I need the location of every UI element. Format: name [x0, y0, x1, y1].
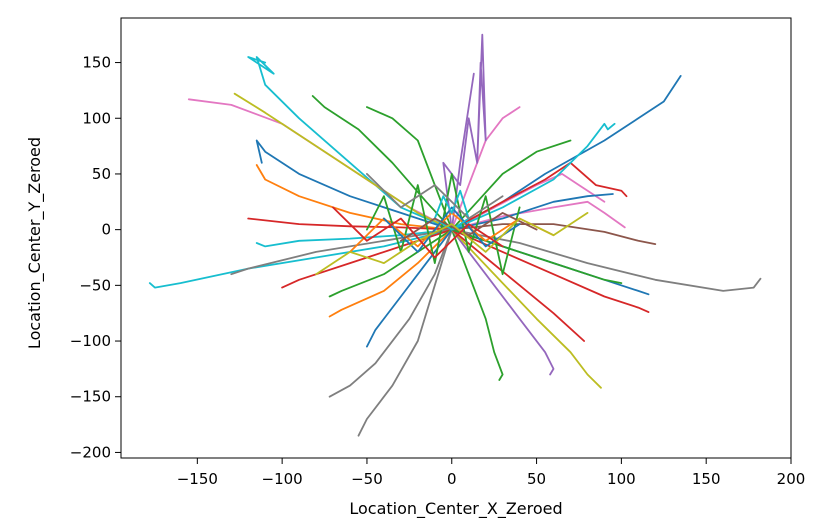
- series-line-17: [365, 228, 453, 348]
- series-line-24: [450, 228, 762, 292]
- series-line-43: [365, 172, 504, 220]
- plot-area: [121, 18, 791, 458]
- series-line-19: [450, 228, 555, 376]
- x-tick-label: −100: [262, 470, 303, 488]
- x-tick-label: 150: [692, 470, 721, 488]
- y-tick-label: 50: [92, 165, 111, 183]
- y-tick-label: 100: [82, 109, 111, 127]
- series-line-42: [315, 211, 589, 276]
- series-line-18: [450, 228, 504, 381]
- series-layer: [148, 33, 762, 437]
- series-line-15: [328, 228, 453, 398]
- x-tick-label: 50: [527, 470, 546, 488]
- series-line-21: [450, 228, 585, 342]
- y-tick-label: 0: [101, 221, 111, 239]
- series-line-34: [442, 33, 487, 231]
- series-line-5: [311, 95, 453, 231]
- y-tick-label: −100: [70, 332, 111, 350]
- series-line-7: [255, 164, 453, 231]
- y-tick-label: −150: [70, 388, 111, 406]
- y-axis: 150 100 50 0 −50 −100 −150 −200: [70, 54, 121, 461]
- series-line-44: [332, 206, 504, 259]
- series-line-39: [382, 206, 521, 253]
- series-line-40: [433, 189, 470, 231]
- y-tick-label: −50: [79, 276, 111, 294]
- x-tick-label: −50: [351, 470, 383, 488]
- x-axis: −150 −100 −50 0 50 100 150 200: [177, 458, 806, 488]
- series-line-33: [450, 139, 572, 231]
- x-tick-label: 100: [607, 470, 636, 488]
- y-tick-label: 150: [82, 54, 111, 72]
- x-tick-label: 200: [777, 470, 806, 488]
- y-axis-title: Location_Center_Y_Zeroed: [25, 137, 45, 349]
- x-axis-title: Location_Center_X_Zeroed: [349, 499, 562, 519]
- series-line-16: [357, 228, 453, 437]
- series-line-2: [247, 56, 453, 231]
- series-line-36: [365, 106, 453, 231]
- series-line-6: [255, 139, 453, 231]
- series-line-4: [233, 92, 453, 231]
- x-tick-label: 0: [447, 470, 457, 488]
- series-line-30: [450, 193, 614, 231]
- series-line-20: [450, 228, 602, 389]
- series-line-31: [450, 122, 616, 231]
- plot-frame: [120, 17, 792, 459]
- series-line-13: [328, 228, 453, 298]
- x-tick-label: −150: [177, 470, 218, 488]
- series-line-41: [399, 211, 538, 242]
- y-tick-label: −200: [70, 443, 111, 461]
- series-line-26: [450, 223, 657, 246]
- series-line-8: [247, 217, 453, 231]
- series-line-22: [450, 228, 650, 314]
